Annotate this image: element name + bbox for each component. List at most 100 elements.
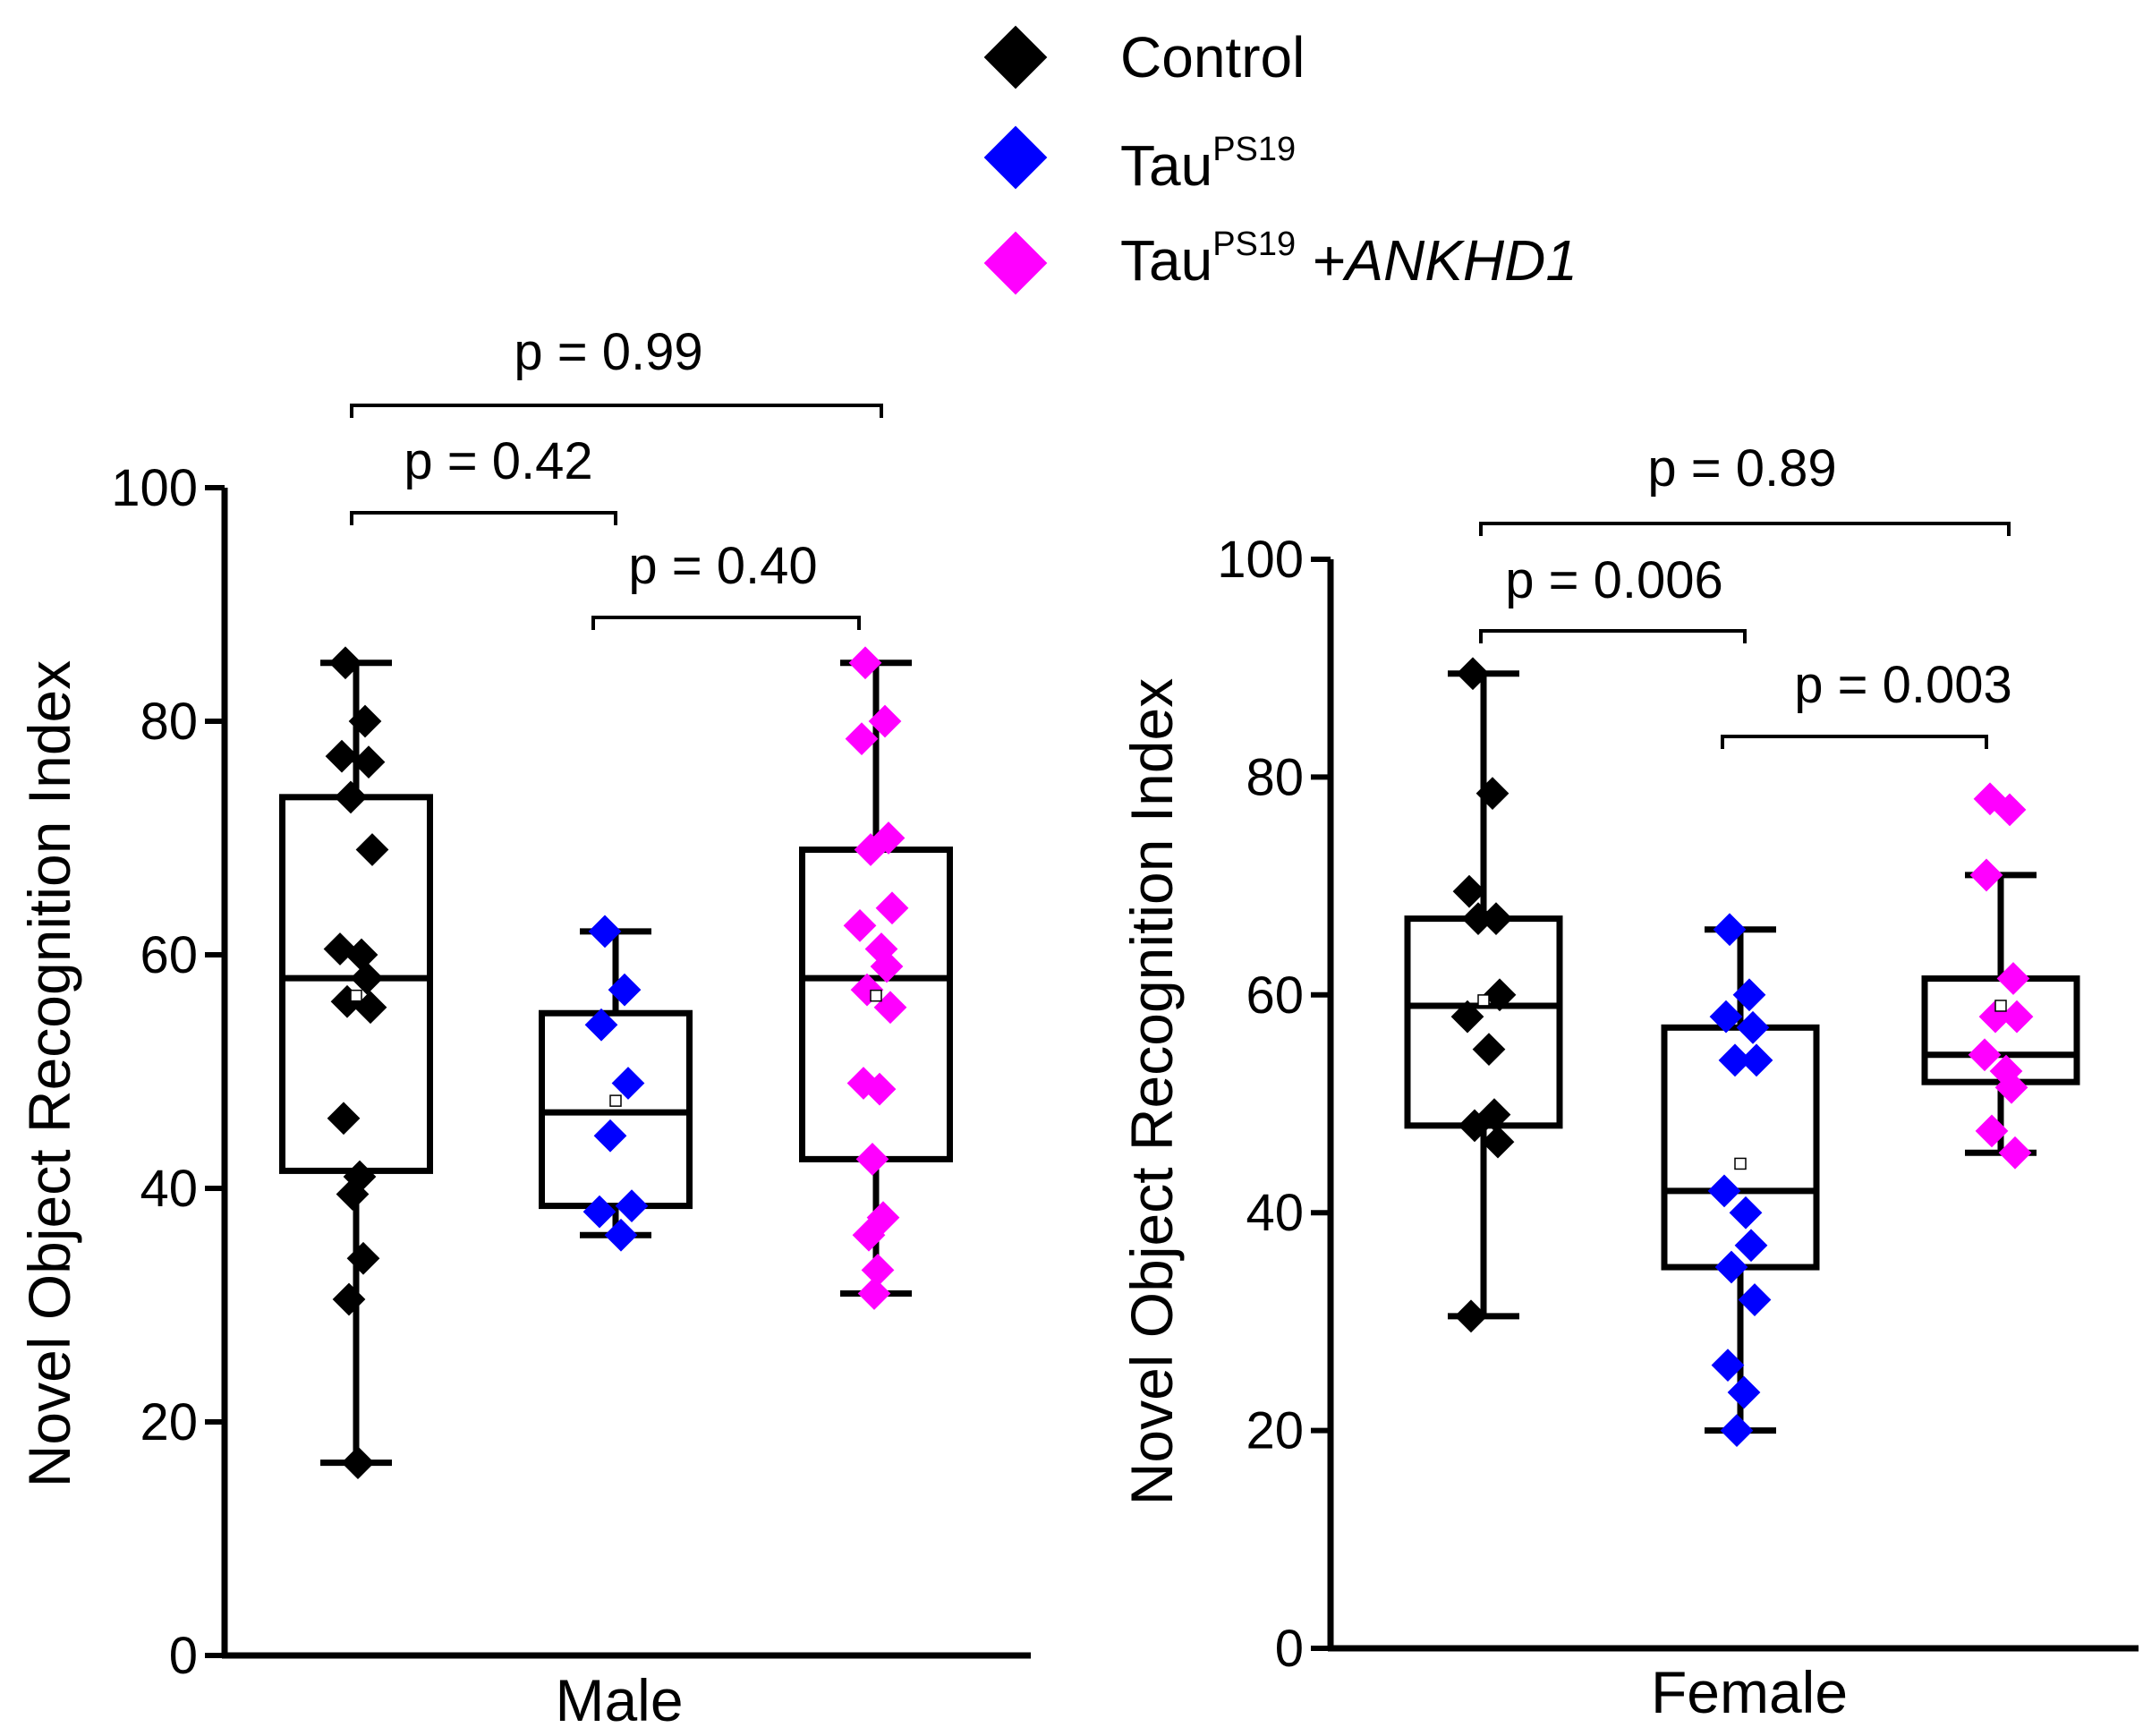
- data-point: [857, 1277, 891, 1310]
- female-chart: 0 20 40 60 80 100 Novel Object Recognition Ind…: [1118, 439, 2139, 1725]
- data-point: [1472, 1033, 1506, 1067]
- female-comparison-2: p = 0.003: [1721, 656, 2012, 749]
- mean-marker: [1734, 1157, 1747, 1170]
- data-point: [332, 1282, 366, 1316]
- mean-marker: [870, 989, 882, 1002]
- data-point: [1738, 1283, 1772, 1316]
- data-point: [334, 780, 368, 814]
- data-point: [1975, 1114, 2009, 1148]
- bracket-line: [1479, 522, 2011, 536]
- data-point: [1969, 858, 2003, 892]
- data-point: [1452, 874, 1486, 908]
- data-point: [1996, 962, 2030, 995]
- data-point: [848, 646, 882, 680]
- legend-label-control: Control: [1120, 25, 1305, 89]
- male-y-tick-label: 0: [169, 1627, 198, 1685]
- data-point: [593, 1119, 627, 1153]
- data-point: [355, 833, 389, 866]
- data-point: [843, 908, 877, 942]
- data-point: [873, 991, 907, 1025]
- data-point: [604, 1218, 638, 1252]
- data-point: [1998, 1136, 2032, 1170]
- legend-suffix-tau-ankhd1: +ANKHD1: [1296, 228, 1577, 293]
- mean-marker: [609, 1094, 622, 1107]
- data-point: [352, 745, 386, 779]
- legend-label-tau-ankhd1: TauPS19 +ANKHD1: [1120, 226, 1577, 293]
- bracket-line: [350, 511, 617, 525]
- p-value-label: p = 0.006: [1505, 551, 1723, 609]
- data-point: [868, 704, 902, 738]
- male-y-tick-label: 80: [140, 693, 198, 751]
- data-point: [1729, 1196, 1763, 1230]
- data-point: [1483, 978, 1517, 1012]
- data-point: [1968, 1038, 2002, 1072]
- male-y-tick-label: 100: [111, 459, 198, 517]
- data-point: [861, 1253, 895, 1287]
- female-y-tick-label: 100: [1217, 531, 1304, 589]
- male-y-tick-label: 40: [140, 1160, 198, 1218]
- male-x-axis-label: Male: [555, 1667, 683, 1733]
- data-point: [327, 1102, 361, 1136]
- data-point: [584, 1008, 618, 1042]
- data-point: [588, 915, 622, 949]
- bracket-line: [591, 616, 861, 630]
- data-point: [1994, 1070, 2028, 1104]
- male-series-1: [539, 915, 693, 1252]
- data-point: [348, 704, 382, 738]
- data-point: [1993, 793, 2027, 827]
- data-point: [1454, 1299, 1488, 1333]
- data-point: [1450, 1000, 1484, 1034]
- data-point: [1475, 777, 1509, 811]
- male-y-axis-label: Novel Object Recognition Index: [16, 660, 82, 1488]
- data-point: [346, 1241, 380, 1275]
- data-point: [353, 991, 387, 1025]
- data-point: [1734, 1229, 1768, 1263]
- p-value-label: p = 0.003: [1794, 656, 2012, 714]
- data-point: [615, 1189, 649, 1222]
- female-y-tick-label: 20: [1246, 1402, 1304, 1460]
- female-x-axis-label: Female: [1651, 1659, 1848, 1725]
- male-y-tick-label: 20: [140, 1393, 198, 1451]
- data-point: [1479, 902, 1513, 935]
- data-point: [1736, 1010, 1770, 1044]
- data-point: [845, 722, 879, 755]
- female-y-tick-label: 0: [1275, 1620, 1304, 1678]
- legend: Control TauPS19 TauPS19 +ANKHD1: [983, 25, 1577, 295]
- data-point: [1714, 1250, 1748, 1284]
- data-point: [611, 1067, 645, 1100]
- data-point: [2000, 1000, 2034, 1034]
- p-value-label: p = 0.42: [404, 432, 592, 490]
- male-comparison-2: p = 0.40: [591, 537, 861, 630]
- data-point: [1481, 1125, 1515, 1159]
- female-series-1: [1661, 913, 1820, 1447]
- legend-item-tau-ankhd1: TauPS19 +ANKHD1: [983, 226, 1577, 295]
- male-series-0: [279, 646, 433, 1480]
- legend-label-tau: TauPS19: [1120, 131, 1296, 198]
- data-point: [336, 1178, 370, 1211]
- legend-sup-tau: PS19: [1212, 131, 1296, 168]
- bracket-line: [1479, 629, 1747, 643]
- legend-sup-tau-ankhd1: PS19: [1212, 226, 1296, 263]
- legend-item-control: Control: [983, 25, 1305, 89]
- data-point: [583, 1195, 617, 1229]
- female-comparison-0: p = 0.89: [1479, 439, 2011, 536]
- legend-marker-tau: [983, 125, 1048, 190]
- p-value-label: p = 0.99: [514, 323, 702, 381]
- legend-marker-control: [983, 25, 1048, 89]
- data-point: [1458, 1109, 1492, 1143]
- data-point: [350, 961, 384, 995]
- data-point: [1739, 1043, 1773, 1077]
- male-series-2: [799, 646, 953, 1310]
- male-chart: 0 20 40 60 80 100 Novel Object Recognition Ind…: [16, 323, 1031, 1733]
- female-series-2: [1921, 782, 2080, 1170]
- data-point: [325, 739, 359, 773]
- data-point: [1720, 1414, 1754, 1447]
- female-comparison-1: p = 0.006: [1479, 551, 1747, 643]
- data-point: [1718, 1043, 1752, 1077]
- mean-marker: [350, 989, 362, 1002]
- data-point: [1711, 1349, 1745, 1382]
- female-y-axis-label: Novel Object Recognition Index: [1118, 678, 1185, 1506]
- data-point: [863, 1072, 897, 1106]
- female-series-0: [1404, 657, 1563, 1333]
